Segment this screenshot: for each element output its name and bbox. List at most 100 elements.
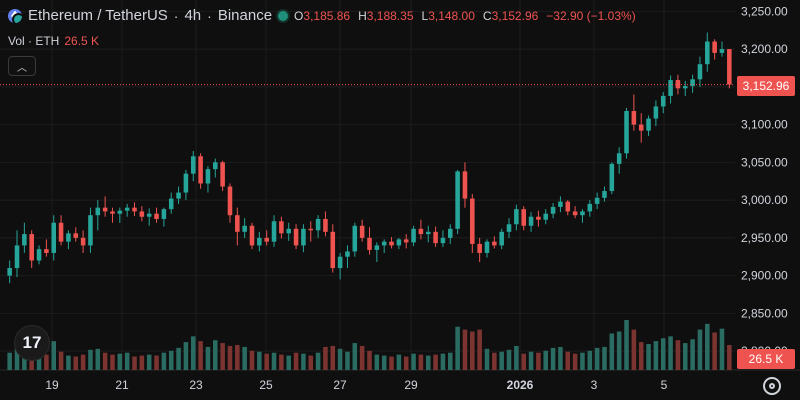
volume-bar <box>719 328 725 370</box>
volume-bar <box>198 341 203 370</box>
candle-body <box>506 224 512 232</box>
candle-body <box>624 111 629 154</box>
interval-separator: · <box>173 7 179 24</box>
volume-bar <box>264 353 269 370</box>
volume-bar <box>235 345 240 370</box>
volume-bar <box>602 346 607 370</box>
time-tick-label: 23 <box>189 378 203 392</box>
volume-bar <box>293 352 299 370</box>
volume-bar <box>631 329 637 370</box>
volume-bar <box>154 355 159 370</box>
volume-bar <box>279 354 284 370</box>
settings-gear-icon[interactable] <box>763 377 781 395</box>
volume-bar <box>587 350 593 370</box>
candle-body <box>337 256 343 269</box>
time-tick-label: 21 <box>115 378 129 392</box>
volume-bar <box>624 320 629 370</box>
volume-bar <box>484 348 490 370</box>
price-tick-label: 3,100.00 <box>741 118 788 132</box>
candle-body <box>638 124 644 131</box>
candle-body <box>257 237 262 246</box>
candle-body <box>352 225 358 252</box>
volume-bar <box>161 352 167 370</box>
candle-body <box>381 241 387 246</box>
volume-bar <box>638 342 644 370</box>
tradingview-logo-icon[interactable]: 17 <box>14 325 50 361</box>
volume-bar <box>543 350 549 370</box>
candle-body <box>198 156 203 184</box>
price-tick-label: 2,900.00 <box>741 269 788 283</box>
candle-body <box>543 213 549 220</box>
volume-bar <box>418 354 424 370</box>
candle-body <box>609 163 615 192</box>
candle-body <box>448 228 453 238</box>
candle-body <box>146 213 152 217</box>
volume-bar <box>315 352 321 370</box>
candle-body <box>367 237 372 250</box>
exchange-separator: · <box>207 7 212 24</box>
market-status-indicator-icon[interactable] <box>278 10 289 21</box>
volume-label[interactable]: Vol · ETH <box>8 34 60 48</box>
volume-bar <box>14 346 20 370</box>
volume-bar <box>220 343 225 370</box>
candle-body <box>88 215 93 246</box>
candle-body <box>389 241 394 246</box>
price-tick-label: 2,850.00 <box>741 306 788 320</box>
volume-bar <box>580 352 585 370</box>
candle-body <box>675 80 681 89</box>
volume-bar <box>675 340 681 370</box>
candle-body <box>154 213 159 219</box>
change-value: −32.90 (−1.03%) <box>546 8 636 23</box>
volume-bar <box>36 353 42 370</box>
volume-bar <box>88 349 93 370</box>
candle-body <box>249 225 255 246</box>
candle-body <box>176 192 181 199</box>
candle-body <box>73 233 79 238</box>
volume-bar <box>403 356 409 370</box>
tether-badge-icon <box>12 12 22 23</box>
volume-bar <box>102 352 108 370</box>
interval-label[interactable]: 4h <box>184 7 202 24</box>
volume-bar <box>653 341 659 370</box>
candle-body <box>705 41 710 65</box>
price-axis[interactable] <box>736 0 800 400</box>
volume-bar <box>51 341 57 370</box>
volume-bar <box>381 355 387 370</box>
volume-bar <box>95 348 101 370</box>
candle-body <box>616 153 622 164</box>
volume-bar <box>514 345 519 370</box>
candle-body <box>580 211 585 216</box>
time-tick-label: 5 <box>661 378 668 392</box>
candle-body <box>323 218 328 232</box>
volume-bar <box>139 355 145 370</box>
candle-body <box>499 231 504 246</box>
volume-bar <box>242 346 247 370</box>
candle-body <box>161 209 167 219</box>
candle-body <box>51 222 57 253</box>
exchange-label[interactable]: Binance <box>217 7 273 24</box>
volume-bar <box>411 353 416 370</box>
volume-bar <box>668 336 673 370</box>
volume-bar <box>616 331 622 370</box>
candle-body <box>653 106 659 119</box>
candle-body <box>293 228 299 246</box>
candle-body <box>462 171 468 199</box>
price-tick-label: 3,200.00 <box>741 42 788 56</box>
volume-bar <box>249 350 255 370</box>
time-tick-label: 19 <box>45 378 59 392</box>
chart-header: Ethereum / TetherUS · 4h · Binance O3,18… <box>8 7 636 24</box>
time-tick-label: 29 <box>404 378 418 392</box>
candle-body <box>425 231 431 235</box>
volume-bar <box>80 354 86 370</box>
volume-bar <box>448 352 453 370</box>
volume-bar <box>455 326 460 370</box>
volume-bar <box>697 329 703 370</box>
collapse-indicators-button[interactable]: ︿ <box>8 56 36 76</box>
current-volume-badge: 26.5 K <box>737 349 795 369</box>
candle-body <box>301 228 306 246</box>
volume-bar <box>44 354 49 370</box>
symbol-title[interactable]: Ethereum / TetherUS <box>28 7 168 24</box>
candle-body <box>117 210 123 214</box>
volume-bar <box>609 333 615 370</box>
open-label: O <box>294 8 304 23</box>
